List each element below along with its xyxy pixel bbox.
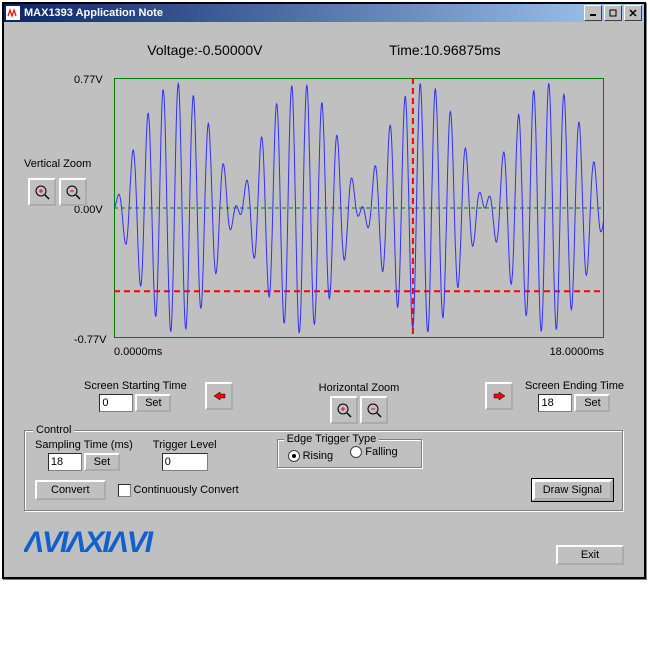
minimize-button[interactable]	[584, 5, 602, 21]
scroll-left-button[interactable]	[205, 382, 233, 410]
sampling-set-button[interactable]: Set	[84, 453, 120, 471]
titlebar[interactable]: MAX1393 Application Note	[4, 4, 644, 22]
maxim-logo: ΛVIΛXIΛVI	[24, 526, 194, 565]
end-time-input[interactable]	[538, 394, 572, 412]
draw-signal-button[interactable]: Draw Signal	[532, 479, 613, 501]
start-time-set-button[interactable]: Set	[135, 394, 171, 412]
continuous-checkbox[interactable]: Continuously Convert	[118, 484, 239, 497]
oscilloscope-area: 0.77V 0.00V -0.77V Vertical Zoom 0.0000m…	[24, 78, 624, 378]
start-time-label: Screen Starting Time	[84, 380, 187, 392]
x-min-label: 0.0000ms	[114, 346, 162, 358]
vzoom-in-button[interactable]	[28, 178, 56, 206]
voltage-label: Voltage:	[147, 42, 198, 58]
rising-radio[interactable]: Rising	[288, 450, 334, 462]
time-value: 10.96875ms	[424, 42, 501, 58]
vzoom-out-button[interactable]	[59, 178, 87, 206]
falling-label: Falling	[365, 446, 397, 458]
close-button[interactable]	[624, 5, 642, 21]
hzoom-label: Horizontal Zoom	[239, 382, 479, 394]
footer: ΛVIΛXIΛVI Exit	[24, 526, 624, 565]
end-time-set-button[interactable]: Set	[574, 394, 610, 412]
y-max-label: 0.77V	[74, 74, 103, 86]
voltage-value: -0.50000V	[198, 42, 263, 58]
hzoom-out-button[interactable]	[360, 396, 388, 424]
time-readout: Time:10.96875ms	[389, 42, 501, 58]
readout-row: Voltage:-0.50000V Time:10.96875ms	[84, 42, 564, 58]
edge-legend: Edge Trigger Type	[284, 433, 380, 445]
time-label: Time:	[389, 42, 423, 58]
scroll-right-button[interactable]	[485, 382, 513, 410]
sampling-input[interactable]	[48, 453, 82, 471]
y-min-label: -0.77V	[74, 334, 106, 346]
svg-text:ΛVIΛXIΛVI: ΛVIΛXIΛVI	[24, 526, 154, 558]
hzoom-in-button[interactable]	[330, 396, 358, 424]
x-max-label: 18.0000ms	[550, 346, 604, 358]
control-legend: Control	[33, 424, 74, 436]
maximize-button[interactable]	[604, 5, 622, 21]
app-icon	[6, 6, 20, 20]
control-group: Control Sampling Time (ms) Set Trigger L…	[24, 430, 624, 512]
trigger-level-input[interactable]	[162, 453, 208, 471]
hzoom-controls: Horizontal Zoom	[239, 382, 479, 424]
end-time-label: Screen Ending Time	[525, 380, 624, 392]
start-time-input[interactable]	[99, 394, 133, 412]
falling-radio[interactable]: Falling	[350, 446, 397, 458]
sampling-label: Sampling Time (ms)	[35, 439, 133, 451]
oscilloscope-canvas[interactable]	[114, 78, 604, 338]
window-title: MAX1393 Application Note	[24, 7, 582, 19]
exit-button[interactable]: Exit	[556, 545, 624, 565]
trigger-level-label: Trigger Level	[153, 439, 217, 451]
rising-label: Rising	[303, 450, 334, 462]
voltage-readout: Voltage:-0.50000V	[147, 42, 262, 58]
continuous-label: Continuously Convert	[134, 484, 239, 496]
convert-button[interactable]: Convert	[35, 480, 106, 500]
vertical-zoom-label: Vertical Zoom	[24, 158, 91, 170]
edge-trigger-group: Edge Trigger Type Rising Falling	[277, 439, 423, 469]
content-area: Voltage:-0.50000V Time:10.96875ms 0.77V …	[4, 22, 644, 577]
app-window: MAX1393 Application Note Voltage:-0.5000…	[2, 2, 646, 579]
